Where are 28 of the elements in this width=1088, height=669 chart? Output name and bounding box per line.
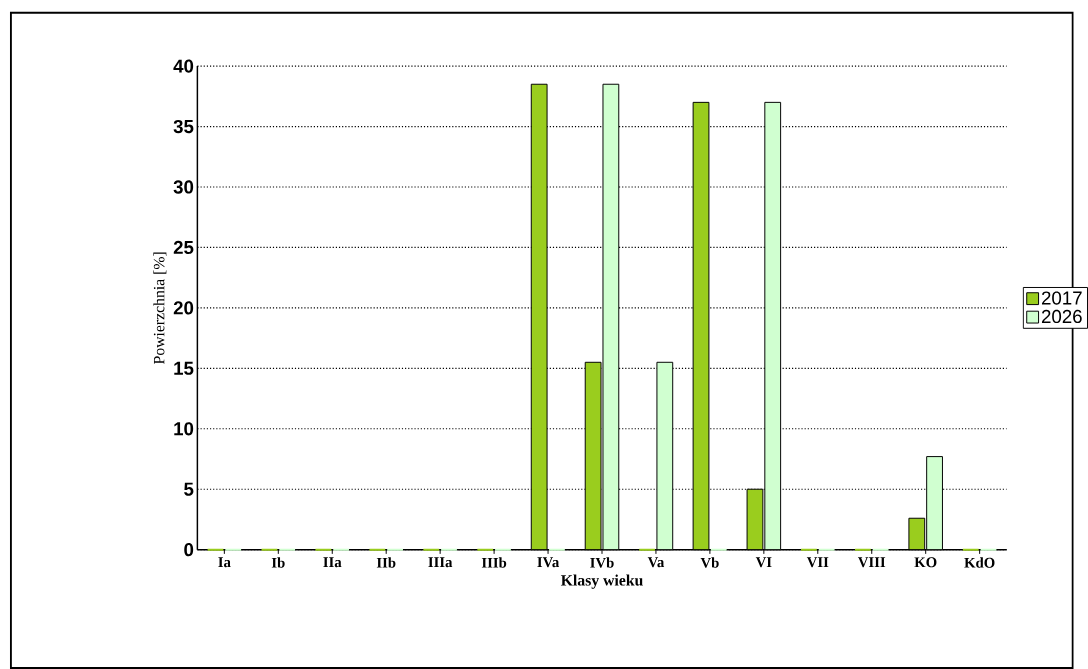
y-tick-label: 10 (174, 422, 194, 436)
x-tick-label: VII (806, 557, 829, 568)
x-tick-label: KO (914, 557, 937, 568)
x-axis-title: Klasy wieku (560, 574, 643, 589)
y-tick-label: 0 (184, 543, 194, 557)
x-tick-label: IIb (376, 557, 396, 568)
x-tick-label: VIII (857, 557, 886, 568)
y-tick-label: 25 (173, 240, 194, 255)
y-tick-label: 40 (173, 59, 194, 73)
y-tick-label: 20 (173, 301, 194, 315)
x-tick-label: VI (755, 557, 772, 568)
legend-label: 2026 (1041, 309, 1082, 324)
legend-label: 2017 (1041, 291, 1082, 305)
x-tick-label: Vb (700, 557, 719, 568)
x-tick-label: KdO (964, 557, 995, 568)
y-tick-label: 30 (173, 180, 194, 194)
x-tick-label: Va (647, 557, 665, 568)
x-tick-label: IIa (323, 557, 342, 568)
x-tick-label: IIIb (481, 557, 507, 568)
y-axis-title: Powierzchnia [%] (153, 252, 167, 364)
x-tick-label: Ia (218, 557, 231, 568)
x-tick-label: IIIa (428, 557, 453, 568)
x-tick-label: IVa (537, 557, 560, 568)
x-tick-label: IVb (590, 557, 614, 568)
y-tick-label: 15 (174, 361, 194, 375)
y-tick-label: 35 (173, 119, 194, 134)
y-tick-label: 5 (184, 482, 194, 496)
x-tick-label: Ib (271, 557, 285, 568)
